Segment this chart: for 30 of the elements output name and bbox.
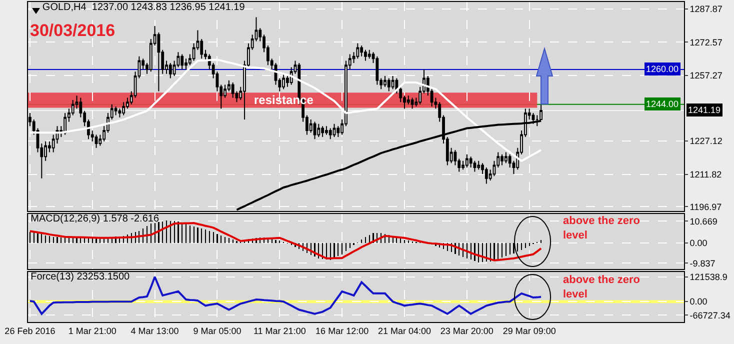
y-tick-label: 1211.82 [690, 170, 722, 180]
x-tick-label: 29 Mar 09:00 [502, 326, 556, 336]
x-tick-label: 16 Mar 12:00 [316, 326, 369, 336]
y-tick-label: 121538.9 [690, 272, 728, 282]
x-tick-label: 1 Mar 21:00 [68, 326, 116, 336]
x-tick-label: 4 Mar 13:00 [130, 326, 179, 336]
x-tick-label: 23 Mar 20:00 [440, 326, 494, 336]
annotation: 30/03/2016 [30, 21, 116, 40]
ref-line-label: 1241.19 [688, 105, 721, 115]
x-tick-label: 26 Feb 2016 [4, 326, 56, 336]
y-tick-label: -9.837 [690, 258, 716, 268]
ref-line-label: 1260.00 [646, 64, 679, 74]
ref-line-label: 1244.00 [646, 99, 679, 109]
y-tick-label: 1272.57 [690, 37, 722, 48]
y-tick-label: 10.669 [690, 216, 718, 226]
x-tick-label: 9 Mar 05:00 [193, 326, 242, 336]
chart-title: GOLD,H4 1237.00 1243.83 1236.95 1241.19 [42, 2, 246, 14]
y-tick-label: 1227.12 [690, 136, 722, 146]
y-tick-label: 0.00 [690, 238, 708, 248]
chart-title: MACD(12,26,9) 1.578 -2.616 [30, 213, 160, 224]
text: above the zero level [563, 274, 640, 300]
y-tick-label: 0.00 [690, 296, 708, 307]
x-tick-label: 11 Mar 21:00 [253, 326, 306, 336]
x-tick-label: 21 Mar 04:00 [378, 326, 432, 336]
text: above the zero level [563, 215, 640, 242]
y-tick-label: 1196.97 [690, 202, 722, 212]
y-tick-label: 1287.87 [690, 4, 722, 14]
y-tick-label: 1257.27 [690, 70, 722, 81]
y-tick-label: -66727.34 [690, 310, 730, 320]
chart-title: Force(13) 23253.1500 [30, 271, 130, 282]
